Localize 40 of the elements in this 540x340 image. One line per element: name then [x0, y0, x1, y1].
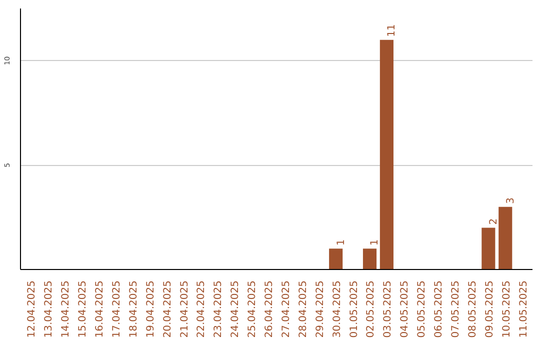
bar — [482, 228, 496, 270]
x-tick-label: 17.04.2025 — [111, 280, 122, 338]
x-tick-label: 03.05.2025 — [382, 280, 394, 338]
bar — [380, 40, 394, 270]
x-tick-label: 09.05.2025 — [484, 280, 496, 338]
x-tick-label: 24.04.2025 — [230, 280, 242, 338]
bar — [498, 206, 512, 270]
x-tick-label: 21.04.2025 — [179, 280, 190, 338]
x-tick-label: 16.04.2025 — [94, 280, 106, 338]
x-tick-label: 07.05.2025 — [450, 280, 462, 338]
x-tick-label: 05.05.2025 — [416, 280, 428, 338]
x-tick-label: 20.04.2025 — [162, 280, 174, 338]
data-label: 1 — [370, 239, 381, 246]
x-tick-label: 13.04.2025 — [44, 280, 55, 338]
x-tick-label: 27.04.2025 — [280, 280, 292, 338]
data-label: 11 — [386, 24, 398, 37]
x-tick-label: 02.05.2025 — [366, 280, 377, 338]
x-tick-label: 08.05.2025 — [467, 280, 478, 338]
bar — [329, 248, 343, 270]
x-tick-label: 29.04.2025 — [314, 280, 326, 338]
x-tick-label: 11.05.2025 — [518, 280, 530, 338]
x-tick-label: 15.04.2025 — [78, 280, 89, 338]
x-tick-label: 01.05.2025 — [348, 280, 360, 338]
x-tick-label: 12.04.2025 — [26, 280, 38, 338]
data-label: 3 — [505, 197, 516, 204]
x-tick-label: 25.04.2025 — [247, 280, 258, 338]
x-tick-label: 26.04.2025 — [264, 280, 276, 338]
x-tick-label: 14.04.2025 — [60, 280, 72, 338]
data-label: 1 — [336, 239, 347, 246]
x-tick-label: 22.04.2025 — [196, 280, 208, 338]
x-tick-label: 10.05.2025 — [501, 280, 512, 338]
x-tick-label: 18.04.2025 — [128, 280, 140, 338]
x-tick-label: 04.05.2025 — [400, 280, 411, 338]
x-tick-label: 19.04.2025 — [145, 280, 156, 338]
x-tick-label: 06.05.2025 — [434, 280, 445, 338]
data-label: 2 — [488, 218, 500, 225]
x-tick-label: 30.04.2025 — [332, 280, 343, 338]
x-tick-label: 28.04.2025 — [298, 280, 309, 338]
x-tick-label: 23.04.2025 — [213, 280, 224, 338]
bar — [362, 248, 377, 270]
